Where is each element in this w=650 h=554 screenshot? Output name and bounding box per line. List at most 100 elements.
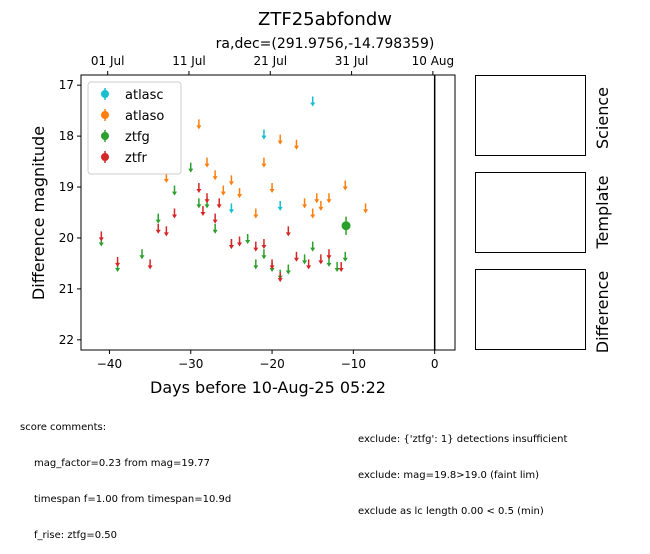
upper-limit-arrow bbox=[269, 265, 275, 270]
difference-panel bbox=[475, 269, 586, 350]
upper-limit-arrow bbox=[115, 262, 121, 267]
upper-limit-arrow bbox=[172, 191, 177, 196]
upper-limit-arrow bbox=[98, 237, 104, 242]
upper-limit-arrow bbox=[228, 209, 234, 214]
x-tick-label: −20 bbox=[259, 357, 284, 371]
upper-limit-arrow bbox=[98, 242, 104, 247]
upper-limit-arrow bbox=[310, 247, 316, 252]
x-tick-label: −40 bbox=[97, 357, 122, 371]
upper-limit-arrow bbox=[155, 219, 161, 224]
upper-limit-arrow bbox=[188, 168, 194, 173]
upper-limit-arrow bbox=[237, 242, 243, 247]
upper-limit-arrow bbox=[269, 189, 275, 194]
detection-point bbox=[341, 221, 351, 231]
score-comment-line: mag_factor=0.23 from mag=19.77 bbox=[34, 458, 211, 469]
legend-marker bbox=[101, 111, 109, 119]
upper-limit-arrow bbox=[302, 204, 308, 209]
y-tick-label: 19 bbox=[59, 180, 74, 194]
legend-label: ztfr bbox=[125, 151, 147, 166]
x-tick-label: −10 bbox=[341, 357, 366, 371]
score-comment-line: timespan f=1.00 from timespan=10.9d bbox=[34, 494, 232, 505]
score-comment-line: f_rise: ztfg=0.50 bbox=[34, 530, 118, 541]
chart-title: ZTF25abfondw bbox=[258, 9, 392, 30]
upper-limit-arrow bbox=[363, 209, 369, 214]
upper-limit-arrow bbox=[196, 125, 202, 130]
legend-marker bbox=[101, 153, 109, 161]
upper-limit-arrow bbox=[318, 260, 324, 265]
top-tick-label: 31 Jul bbox=[335, 54, 369, 68]
upper-limit-arrow bbox=[245, 239, 251, 244]
science-panel bbox=[475, 75, 586, 156]
upper-limit-arrow bbox=[306, 265, 312, 270]
upper-limit-arrow bbox=[269, 267, 275, 272]
upper-limit-arrow bbox=[253, 265, 259, 270]
upper-limit-arrow bbox=[253, 247, 259, 252]
upper-limit-arrow bbox=[228, 181, 234, 186]
upper-limit-arrow bbox=[163, 232, 169, 237]
x-axis-label: Days before 10-Aug-25 05:22 bbox=[150, 378, 386, 397]
y-tick-label: 20 bbox=[59, 231, 74, 245]
upper-limit-arrow bbox=[285, 270, 291, 275]
exclude-comments: exclude: {'ztfg': 1} detections insuffic… bbox=[358, 410, 567, 530]
upper-limit-arrow bbox=[253, 214, 259, 219]
upper-limit-arrow bbox=[139, 255, 145, 260]
upper-limit-arrow bbox=[163, 178, 169, 183]
legend-box bbox=[87, 81, 182, 175]
upper-limit-arrow bbox=[220, 191, 226, 196]
x-tick-label: 0 bbox=[431, 357, 439, 371]
upper-limit-arrow bbox=[228, 245, 234, 250]
y-tick-label: 21 bbox=[59, 282, 74, 296]
upper-limit-arrow bbox=[200, 211, 206, 216]
score-comments: score comments: mag_factor=0.23 from mag… bbox=[20, 398, 231, 554]
upper-limit-arrow bbox=[293, 145, 299, 150]
upper-limit-arrow bbox=[293, 257, 299, 262]
legend-marker bbox=[101, 132, 109, 140]
y-tick-label: 17 bbox=[59, 78, 74, 92]
chart-subtitle: ra,dec=(291.9756,-14.798359) bbox=[216, 36, 435, 52]
upper-limit-arrow bbox=[261, 255, 267, 260]
upper-limit-arrow bbox=[115, 267, 121, 272]
upper-limit-arrow bbox=[196, 189, 202, 194]
legend-label: atlaso bbox=[125, 109, 164, 124]
template-panel bbox=[475, 172, 586, 253]
upper-limit-arrow bbox=[204, 204, 210, 209]
upper-limit-arrow bbox=[261, 135, 267, 140]
upper-limit-arrow bbox=[277, 140, 283, 145]
upper-limit-arrow bbox=[147, 265, 153, 270]
upper-limit-arrow bbox=[237, 194, 243, 199]
top-tick-label: 21 Jul bbox=[253, 54, 287, 68]
upper-limit-arrow bbox=[261, 163, 267, 168]
lightcurve-figure: ZTF25abfondw ra,dec=(291.9756,-14.798359… bbox=[29, 9, 612, 397]
y-tick-label: 22 bbox=[59, 333, 74, 347]
y-axis-label: Difference magnitude bbox=[29, 126, 48, 300]
plot-frame bbox=[80, 74, 456, 351]
upper-limit-arrow bbox=[212, 219, 218, 224]
upper-limit-arrow bbox=[261, 245, 267, 250]
upper-limit-arrow bbox=[172, 214, 177, 219]
upper-limit-arrow bbox=[342, 186, 348, 191]
upper-limit-arrow bbox=[338, 267, 344, 272]
upper-limit-arrow bbox=[204, 199, 210, 204]
upper-limit-arrow bbox=[302, 260, 308, 265]
science-panel-label: Science bbox=[593, 87, 612, 149]
exclude-comment-line: exclude: {'ztfg': 1} detections insuffic… bbox=[358, 434, 568, 445]
upper-limit-arrow bbox=[216, 204, 222, 209]
upper-limit-arrow bbox=[326, 255, 332, 260]
y-tick-label: 18 bbox=[59, 129, 74, 143]
upper-limit-arrow bbox=[155, 229, 161, 234]
legend-label: ztfg bbox=[125, 130, 150, 145]
upper-limit-arrow bbox=[326, 199, 332, 204]
x-tick-label: −30 bbox=[178, 357, 203, 371]
upper-limit-arrow bbox=[196, 204, 202, 209]
exclude-comment-line: exclude: mag=19.8>19.0 (faint lim) bbox=[358, 470, 540, 481]
upper-limit-arrow bbox=[314, 199, 320, 204]
legend-marker bbox=[101, 90, 109, 98]
top-tick-label: 01 Jul bbox=[91, 54, 125, 68]
upper-limit-arrow bbox=[342, 257, 348, 262]
upper-limit-arrow bbox=[277, 206, 283, 211]
upper-limit-arrow bbox=[310, 102, 316, 107]
upper-limit-arrow bbox=[318, 206, 324, 211]
plot-area: −40 −30 −20 −10 0 17 18 19 20 21 22 01 Jul 11 Jul 21 … bbox=[59, 54, 456, 371]
difference-panel-label: Difference bbox=[593, 271, 612, 353]
exclude-comment-line: exclude as lc length 0.00 < 0.5 (min) bbox=[358, 506, 544, 517]
